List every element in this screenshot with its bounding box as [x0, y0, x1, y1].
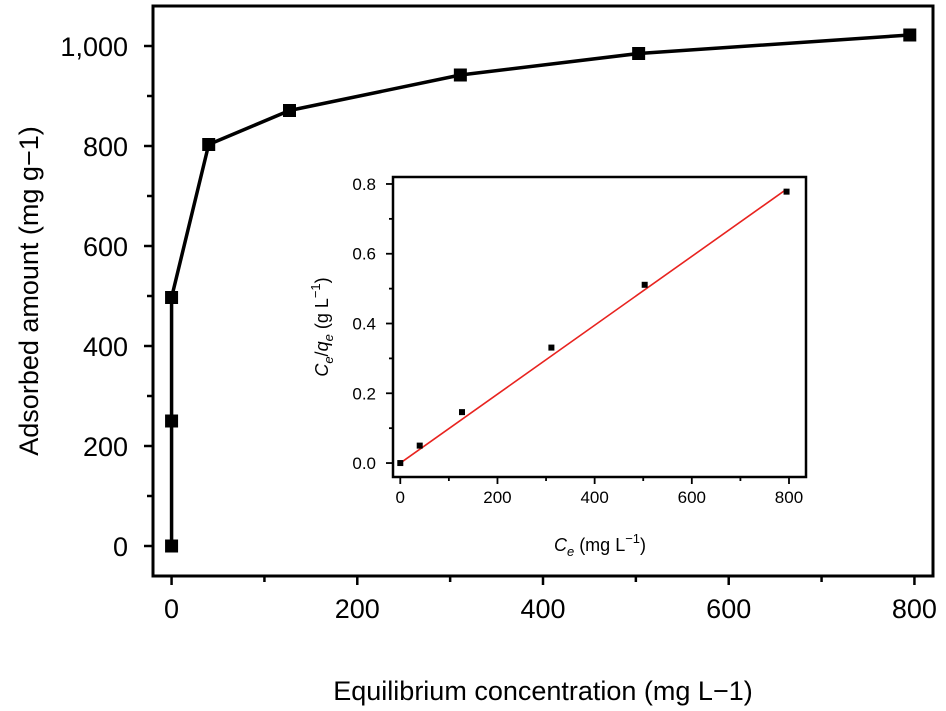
inset-y-title-subscript-1: e — [321, 356, 336, 363]
main-data-point — [453, 68, 467, 82]
main-x-tick-label: 400 — [520, 594, 565, 624]
inset-ticks — [386, 183, 790, 484]
inset-y-title-symbol-c: C — [312, 363, 332, 377]
inset-y-tick-label: 0.8 — [352, 175, 376, 194]
inset-y-tick-label: 0.2 — [352, 384, 376, 403]
inset-data-point — [458, 409, 465, 416]
main-y-tick-label: 400 — [83, 332, 128, 362]
inset-tick-labels: 0 200 400 600 800 0.0 0.2 0.4 0.6 0.8 — [352, 175, 803, 507]
main-x-tick-label: 0 — [164, 594, 179, 624]
inset-series — [397, 188, 790, 467]
inset-y-tick-label: 0.6 — [352, 245, 376, 264]
inset-x-title-symbol: C — [554, 535, 568, 555]
inset-x-title-unit: (mg L — [574, 535, 625, 555]
main-data-point — [632, 47, 646, 60]
inset-y-title-close: ) — [312, 277, 332, 283]
inset-x-tick-label: 0 — [396, 488, 405, 507]
inset-x-title-close: ) — [640, 535, 646, 555]
main-y-axis-title: Adsorbed amount (mg g−1) — [14, 126, 44, 455]
main-x-tick-label: 800 — [892, 594, 937, 624]
inset-y-title-symbol-q: q — [312, 341, 332, 351]
main-y-tick-label: 1,000 — [60, 32, 128, 62]
main-x-tick-label: 200 — [335, 594, 380, 624]
inset-data-point — [416, 442, 423, 449]
main-data-point — [165, 539, 179, 553]
main-data-point — [903, 28, 917, 42]
inset-x-tick-label: 400 — [580, 488, 608, 507]
main-x-tick-label: 600 — [706, 594, 751, 624]
inset-y-title-subscript-2: e — [321, 334, 336, 341]
inset-data-point — [397, 460, 404, 467]
main-data-point — [165, 414, 179, 428]
main-x-axis-title: Equilibrium concentration (mg L−1) — [333, 676, 752, 706]
main-data-point — [202, 138, 216, 151]
inset-fit-line — [399, 188, 788, 464]
main-data-point — [283, 104, 296, 117]
inset-y-axis-title: Ce/qe (g L−1) — [308, 277, 336, 376]
main-y-tick-label: 800 — [83, 132, 128, 162]
main-chart: 0 200 400 600 800 0 200 400 600 800 1,000 Equilibr… — [14, 4, 937, 706]
inset-x-tick-label: 800 — [775, 488, 803, 507]
main-ticks — [144, 44, 916, 585]
main-y-tick-label: 600 — [83, 232, 128, 262]
main-y-tick-label: 0 — [113, 532, 128, 562]
inset-x-title-superscript: −1 — [625, 531, 640, 546]
inset-x-title-subscript: e — [567, 544, 574, 559]
inset-data-point — [783, 188, 790, 195]
main-series-line — [169, 33, 910, 546]
main-tick-labels: 0 200 400 600 800 0 200 400 600 800 1,000 — [60, 32, 937, 624]
inset-x-tick-label: 600 — [678, 488, 706, 507]
inset-y-title-slash: / — [312, 351, 332, 356]
main-y-tick-label: 200 — [83, 432, 128, 462]
inset-y-title-superscript: −1 — [308, 283, 323, 298]
inset-y-title-unit: (g L — [312, 298, 332, 334]
main-data-point — [165, 291, 179, 304]
inset-x-tick-label: 200 — [483, 488, 511, 507]
main-series — [165, 28, 917, 553]
inset-y-tick-label: 0.4 — [352, 315, 376, 334]
inset-plot-frame — [391, 175, 808, 479]
inset-y-tick-label: 0.0 — [352, 454, 376, 473]
inset-x-axis-title: Ce (mg L−1) — [554, 531, 646, 559]
inset-data-point — [641, 281, 648, 288]
inset-data-point — [548, 344, 555, 351]
